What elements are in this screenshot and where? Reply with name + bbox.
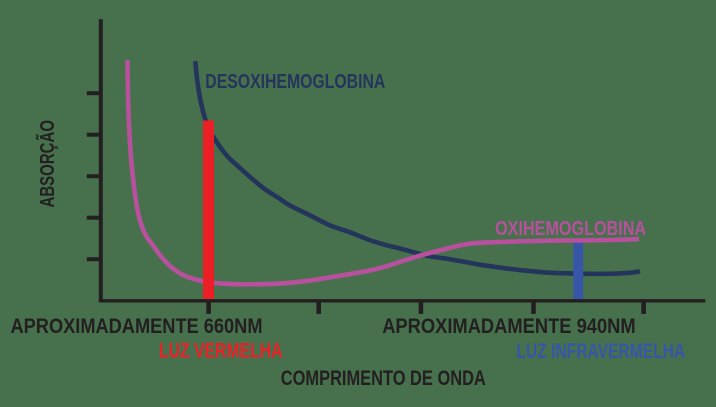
- svg-text:APROXIMADAMENTE 660NM: APROXIMADAMENTE 660NM: [11, 314, 263, 338]
- svg-text:DESOXIHEMOGLOBINA: DESOXIHEMOGLOBINA: [205, 70, 385, 93]
- svg-text:ABSORÇÃO: ABSORÇÃO: [36, 120, 59, 208]
- svg-text:COMPRIMENTO DE ONDA: COMPRIMENTO DE ONDA: [281, 366, 486, 390]
- svg-text:LUZ VERMELHA: LUZ VERMELHA: [159, 339, 283, 362]
- svg-text:OXIHEMOGLOBINA: OXIHEMOGLOBINA: [495, 218, 646, 240]
- svg-text:APROXIMADAMENTE 940NM: APROXIMADAMENTE 940NM: [382, 314, 636, 338]
- svg-text:LUZ INFRAVERMELHA: LUZ INFRAVERMELHA: [516, 340, 685, 363]
